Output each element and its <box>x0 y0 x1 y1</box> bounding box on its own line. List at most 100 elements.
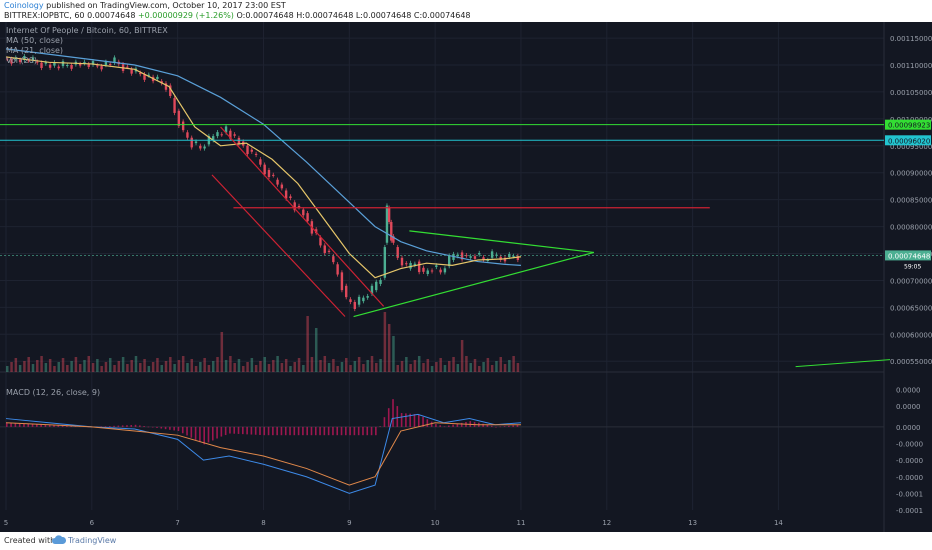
macd-histogram-bar <box>263 426 266 436</box>
macd-histogram-bar <box>323 426 326 436</box>
volume-bar <box>503 364 507 372</box>
candle <box>203 146 206 149</box>
macd-histogram-bar <box>482 423 484 427</box>
candle <box>327 250 331 252</box>
volume-bar <box>113 365 116 372</box>
candle <box>211 136 215 141</box>
price-tick-label: 0.00080000 <box>890 224 932 232</box>
volume-bar <box>267 364 271 372</box>
candle <box>83 61 86 64</box>
volume-bar <box>422 363 425 372</box>
macd-histogram-bar <box>143 426 145 427</box>
candle <box>31 57 35 61</box>
candle <box>263 164 266 175</box>
tradingview-brand[interactable]: TradingView <box>68 536 117 545</box>
volume-bar <box>173 364 176 372</box>
candle <box>66 65 69 67</box>
volume-bar <box>31 364 35 372</box>
volume-bar <box>66 365 69 372</box>
macd-histogram-bar <box>413 414 416 427</box>
volume-bar <box>443 365 447 372</box>
candle <box>276 179 279 185</box>
macd-histogram-bar <box>379 426 381 427</box>
candle <box>53 62 56 66</box>
x-tick-label: 5 <box>4 519 8 527</box>
volume-bar <box>383 312 387 372</box>
channel-upper-line <box>220 126 385 307</box>
volume-bar <box>151 362 155 372</box>
macd-histogram-bar <box>422 416 424 427</box>
candle <box>473 256 477 259</box>
macd-histogram-bar <box>242 426 244 435</box>
volume-bar <box>456 364 460 372</box>
macd-histogram-bar <box>139 425 141 427</box>
macd-histogram-bar <box>460 422 463 427</box>
candle <box>490 251 494 258</box>
volume-bar <box>426 359 430 372</box>
candle <box>482 257 485 260</box>
last-price-label: 0.00074648 <box>888 252 930 260</box>
price-tick-label: 0.00110000 <box>890 62 932 70</box>
volume-bar <box>310 357 314 372</box>
ma21-line <box>5 56 522 279</box>
volume-bar <box>336 366 339 372</box>
price-tick-label: 0.00090000 <box>890 170 932 178</box>
chart-canvas[interactable]: 0.001150000.001100000.001050000.00100000… <box>0 22 932 532</box>
candle <box>57 66 60 69</box>
author-link[interactable]: Coinology <box>4 1 44 10</box>
candle <box>293 202 296 211</box>
macd-histogram-bar <box>387 408 390 427</box>
macd-histogram-bar <box>409 413 411 427</box>
volume-bar <box>490 365 494 372</box>
volume-bar <box>516 363 520 372</box>
macd-histogram-bar <box>134 424 137 427</box>
candle <box>332 256 335 263</box>
last-price-badge <box>885 250 931 261</box>
candle <box>126 66 129 68</box>
candle <box>40 62 43 68</box>
x-tick-label: 8 <box>261 519 265 527</box>
volume-bar <box>190 359 194 372</box>
candle <box>469 256 472 258</box>
candle <box>443 268 447 273</box>
candle <box>465 255 468 257</box>
macd-histogram-bar <box>375 426 377 436</box>
candle <box>48 64 52 68</box>
volume-bar <box>332 359 335 372</box>
macd-histogram-bar <box>126 425 128 427</box>
macd-histogram-bar <box>289 426 291 436</box>
volume-bar <box>345 358 348 372</box>
volume-bar <box>379 359 382 372</box>
macd-histogram-bar <box>160 426 163 429</box>
macd-histogram-bar <box>302 426 304 436</box>
volume-bar <box>314 328 318 372</box>
macd-histogram-bar <box>246 426 248 435</box>
volume-bar <box>340 362 344 372</box>
volume-bar <box>495 361 498 372</box>
macd-histogram-bar <box>284 426 287 436</box>
macd-histogram-bar <box>495 426 497 428</box>
candle <box>426 270 429 274</box>
macd-histogram-bar <box>332 426 334 436</box>
candle <box>27 60 30 62</box>
candle <box>486 259 490 261</box>
candle <box>100 66 103 70</box>
triangle-lower-line <box>353 251 595 318</box>
macd-tick-label: -0.0001 <box>896 490 923 498</box>
candle <box>229 130 232 139</box>
macd-histogram-bar <box>190 426 193 438</box>
candle <box>108 63 112 66</box>
volume-bar <box>10 362 13 372</box>
macd-histogram-bar <box>250 426 253 435</box>
macd-histogram-bar <box>392 399 394 427</box>
candle <box>392 236 395 243</box>
macd-histogram-bar <box>100 426 103 428</box>
candle <box>390 222 393 241</box>
volume-bar <box>177 360 181 372</box>
macd-histogram-bar <box>280 426 283 436</box>
macd-histogram-bar <box>340 426 343 436</box>
macd-histogram-bar <box>345 426 347 436</box>
chart-area[interactable]: 0.001150000.001100000.001050000.00100000… <box>0 22 932 532</box>
macd-histogram-bar <box>216 426 218 439</box>
volume-bar <box>460 340 464 372</box>
